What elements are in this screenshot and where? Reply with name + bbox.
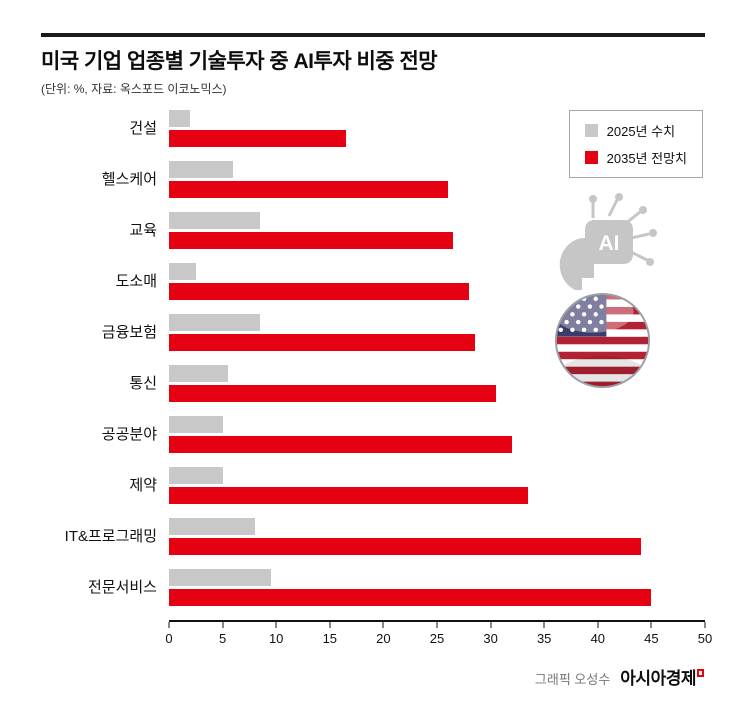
chart-row: 전문서비스 [41, 569, 705, 620]
brand-logo-text: 아시아경제 [620, 664, 704, 689]
ai-chip-label: AI [599, 232, 620, 255]
bar-2035 [169, 130, 346, 147]
legend-item-2035: 2035년 전망치 [584, 148, 687, 167]
graphic-credit: 그래픽 오성수 [534, 672, 611, 687]
ai-brain-chip-icon: AI [541, 190, 665, 296]
bar-2025 [169, 161, 234, 178]
axis-tick [382, 622, 384, 628]
legend-item-2025: 2025년 수치 [584, 121, 687, 140]
bar-group [169, 263, 705, 300]
footer: 그래픽 오성수 아시아경제 [535, 664, 704, 689]
category-label: 건설 [129, 120, 157, 137]
axis-tick [222, 622, 224, 628]
bar-group [169, 416, 705, 453]
bar-2035 [169, 334, 475, 351]
axis-tick-label: 45 [644, 631, 659, 646]
legend: 2025년 수치 2035년 전망치 [568, 110, 703, 178]
chart-row: 건설 [41, 110, 705, 161]
category-label: 전문서비스 [87, 579, 157, 596]
bar-2025 [169, 314, 261, 331]
category-label: 공공분야 [101, 426, 157, 443]
category-label: 제약 [129, 477, 157, 494]
legend-swatch-2035 [584, 151, 598, 164]
subtitle-unit-source: (단위: %, 자료: 옥스포드 이코노믹스) [41, 82, 227, 96]
axis-tick-label: 10 [268, 631, 284, 646]
axis-tick [490, 622, 492, 628]
axis-tick-label: 5 [218, 631, 227, 646]
page-title: 미국 기업 업종별 기술투자 중 AI투자 비중 전망 [41, 50, 438, 73]
axis-tick-label: 35 [536, 631, 552, 646]
bar-2035 [169, 181, 448, 198]
x-axis: 0 5 10 15 20 25 30 35 40 45 50 [165, 620, 712, 654]
category-label: 교육 [129, 222, 157, 239]
category-label: 헬스케어 [101, 171, 157, 188]
chart-row: 도소매 [41, 263, 705, 314]
us-flag-globe-icon [554, 292, 651, 389]
axis-tick-label: 20 [376, 631, 391, 646]
chart-row: 공공분야 [41, 416, 705, 467]
legend-label-2025: 2025년 수치 [606, 124, 676, 139]
axis-tick [275, 622, 277, 628]
axis-tick [650, 622, 652, 628]
chart-row: 교육 [41, 212, 705, 263]
axis-tick [168, 622, 170, 628]
bar-chart: 2025년 수치 2035년 전망치 [41, 104, 712, 654]
axis-tick [543, 622, 545, 628]
brand-logo-mark [697, 669, 704, 678]
category-label: 금융보험 [101, 324, 157, 341]
bar-2035 [169, 385, 496, 402]
top-rule [41, 33, 705, 37]
chart-row: 제약 [41, 467, 705, 518]
bar-2035 [169, 538, 641, 555]
axis-tick [597, 622, 599, 628]
bar-group [169, 365, 705, 402]
bar-2025 [169, 110, 191, 127]
axis-tick-label: 25 [429, 631, 445, 646]
legend-label-2035: 2035년 전망치 [606, 151, 687, 166]
axis-tick-label: 50 [697, 631, 713, 646]
bar-2025 [169, 467, 223, 484]
category-label: IT&프로그래밍 [64, 528, 157, 545]
chart-row: IT&프로그래밍 [41, 518, 705, 569]
bar-2025 [169, 569, 271, 586]
bar-group [169, 314, 705, 351]
bar-group [169, 569, 705, 606]
axis-tick-label: 15 [322, 631, 338, 646]
axis-tick [436, 622, 438, 628]
bar-2035 [169, 487, 529, 504]
category-label: 통신 [129, 375, 157, 392]
chart-row: 헬스케어 [41, 161, 705, 212]
bar-2025 [169, 263, 196, 280]
axis-tick-label: 40 [590, 631, 606, 646]
bar-2035 [169, 436, 513, 453]
axis-tick-label: 0 [165, 631, 173, 646]
axis-tick [704, 622, 706, 628]
bar-group [169, 110, 705, 147]
bar-2025 [169, 365, 228, 382]
bar-2025 [169, 518, 255, 535]
bar-2035 [169, 589, 652, 606]
bar-2035 [169, 232, 454, 249]
bar-2025 [169, 416, 223, 433]
chart-row: 금융보험 [41, 314, 705, 365]
bar-group [169, 467, 705, 504]
category-label: 도소매 [115, 273, 157, 290]
bar-group [169, 212, 705, 249]
legend-swatch-2025 [584, 124, 598, 137]
bar-2035 [169, 283, 470, 300]
bar-group [169, 518, 705, 555]
chart-row: 통신 [41, 365, 705, 416]
bar-group [169, 161, 705, 198]
axis-tick-label: 30 [483, 631, 498, 646]
bar-2025 [169, 212, 261, 229]
axis-tick [329, 622, 331, 628]
